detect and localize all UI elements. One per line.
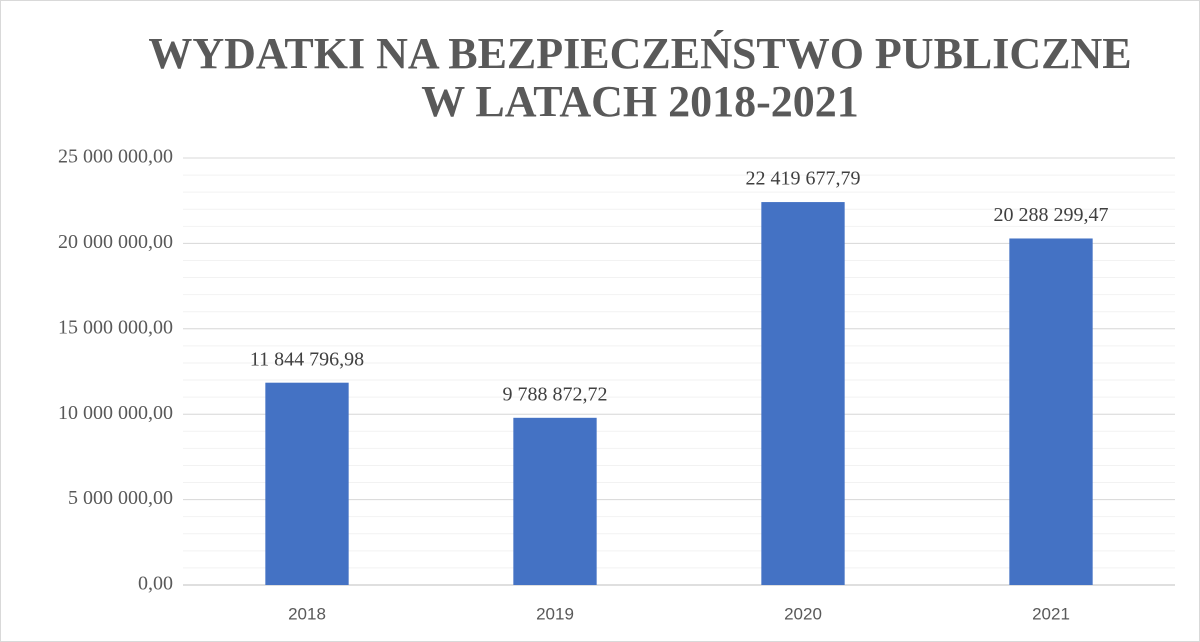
bar xyxy=(265,382,349,585)
y-tick-label: 0,00 xyxy=(138,573,173,595)
bar xyxy=(1009,238,1093,586)
x-tick-label: 2020 xyxy=(784,604,822,623)
y-tick-label: 20 000 000,00 xyxy=(58,231,173,253)
bar xyxy=(761,202,845,585)
chart-title: W LATACH 2018-2021 xyxy=(421,77,859,126)
data-label: 11 844 796,98 xyxy=(250,348,364,370)
data-label: 9 788 872,72 xyxy=(503,383,608,405)
chart-title: WYDATKI NA BEZPIECZEŃSTWO PUBLICZNE xyxy=(148,29,1131,78)
data-label: 20 288 299,47 xyxy=(994,204,1109,226)
data-label: 22 419 677,79 xyxy=(746,168,861,190)
bar xyxy=(513,417,597,585)
y-tick-label: 5 000 000,00 xyxy=(68,487,173,509)
y-tick-label: 25 000 000,00 xyxy=(58,146,173,168)
x-tick-label: 2018 xyxy=(288,604,326,623)
y-tick-label: 10 000 000,00 xyxy=(58,402,173,424)
y-tick-label: 15 000 000,00 xyxy=(58,316,173,338)
x-tick-label: 2019 xyxy=(536,604,574,623)
x-tick-label: 2021 xyxy=(1032,604,1070,623)
